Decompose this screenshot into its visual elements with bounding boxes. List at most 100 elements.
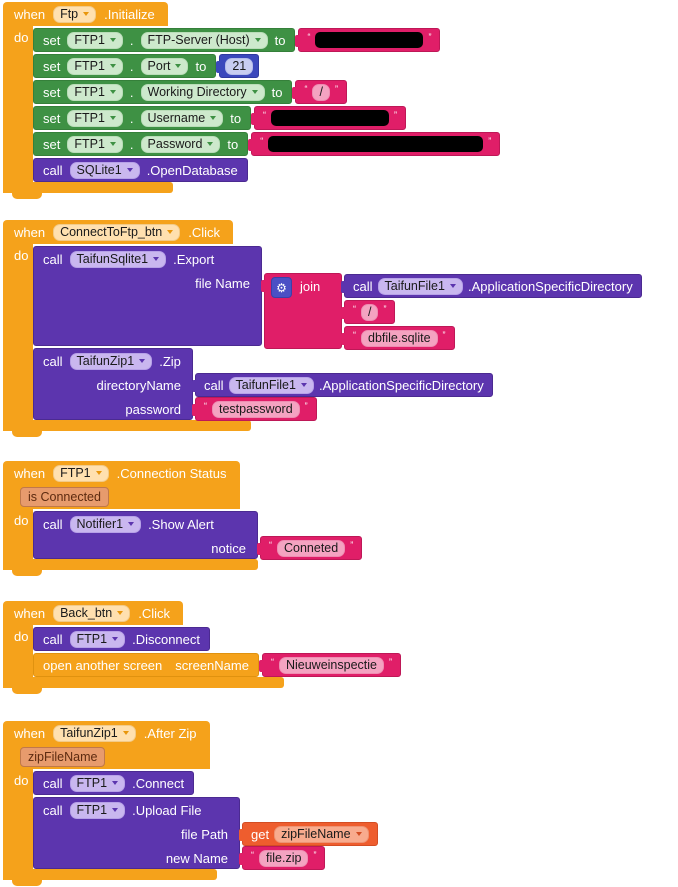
event-param-zipfilename[interactable]: zipFileName bbox=[20, 747, 106, 767]
component-dropdown-label: TaifunFile1 bbox=[384, 279, 445, 293]
join-block[interactable]: ⚙ join call TaifunFile1 .ApplicationSpe bbox=[261, 273, 642, 350]
method-name: .OpenDatabase bbox=[146, 162, 238, 178]
component-dropdown-taifunzip1[interactable]: TaifunZip1 bbox=[53, 724, 136, 742]
text-block-host[interactable]: “ ” bbox=[295, 28, 441, 52]
component-dropdown-notifier1[interactable]: Notifier1 bbox=[69, 515, 142, 533]
to-keyword: to bbox=[230, 110, 242, 126]
component-dropdown-sqlite1[interactable]: SQLite1 bbox=[69, 161, 140, 179]
text-block-password[interactable]: “ ” bbox=[248, 132, 501, 156]
text-block-filezip[interactable]: “ file.zip ” bbox=[238, 846, 326, 870]
event-block-foot-tab bbox=[12, 193, 42, 199]
call-taifunsqlite-export-block[interactable]: call TaifunSqlite1 .Export file Name ⚙ bbox=[33, 246, 642, 350]
call-sqlite-opendatabase-block[interactable]: call SQLite1 .OpenDatabase bbox=[33, 158, 248, 182]
component-dropdown-label: TaifunZip1 bbox=[76, 354, 135, 368]
event-block-header[interactable]: when TaifunZip1 .After Zip zipFileName bbox=[3, 721, 210, 769]
text-input[interactable]: file.zip bbox=[259, 849, 309, 867]
method-name: .ApplicationSpecificDirectory bbox=[467, 278, 633, 294]
event-param-isconnected[interactable]: is Connected bbox=[20, 487, 109, 507]
number-block-port[interactable]: 21 bbox=[216, 54, 260, 78]
property-dropdown-port[interactable]: Port bbox=[140, 57, 189, 75]
component-dropdown-taifunfile1[interactable]: TaifunFile1 bbox=[377, 277, 463, 295]
call-ftp1-disconnect-block[interactable]: call FTP1 .Disconnect bbox=[33, 627, 210, 651]
do-keyword: do bbox=[14, 773, 29, 788]
get-zipfilename-block[interactable]: get zipFileName bbox=[239, 822, 378, 846]
component-dropdown-ftp1[interactable]: FTP1 bbox=[67, 109, 123, 127]
call-ftp1-uploadfile-block[interactable]: call FTP1 .Upload File file Path new Nam… bbox=[33, 797, 378, 870]
property-dropdown-username[interactable]: Username bbox=[140, 109, 224, 127]
set-ftpserver-block[interactable]: set FTP1 . FTP-Server (Host) to bbox=[33, 28, 296, 52]
event-block-header[interactable]: when Ftp .Initialize bbox=[3, 2, 168, 26]
mutator-gear-icon[interactable]: ⚙ bbox=[271, 277, 292, 298]
component-dropdown-ftp1[interactable]: FTP1 bbox=[67, 135, 123, 153]
text-block-testpassword[interactable]: “ testpassword ” bbox=[192, 397, 317, 421]
component-dropdown-label: Ftp bbox=[60, 7, 79, 21]
text-input[interactable]: / bbox=[312, 83, 330, 101]
component-dropdown-ftp1[interactable]: FTP1 bbox=[67, 83, 123, 101]
component-dropdown-taifunsqlite1[interactable]: TaifunSqlite1 bbox=[69, 250, 167, 268]
text-block-working-directory[interactable]: “ / ” bbox=[292, 80, 347, 104]
property-dropdown-password[interactable]: Password bbox=[140, 135, 221, 153]
set-port-block[interactable]: set FTP1 . Port to bbox=[33, 54, 217, 78]
redacted-password-value[interactable] bbox=[268, 136, 484, 152]
call-applicationspecificdirectory-block[interactable]: call TaifunFile1 .ApplicationSpecificDir… bbox=[341, 274, 642, 298]
number-input[interactable]: 21 bbox=[225, 57, 254, 75]
close-quote: ” bbox=[442, 330, 446, 340]
when-ftp-initialize-block[interactable]: when Ftp .Initialize do set FTP1 bbox=[3, 2, 501, 199]
redacted-host-value[interactable] bbox=[315, 32, 424, 48]
text-block-conneted[interactable]: “ Conneted ” bbox=[256, 536, 363, 560]
event-block-header[interactable]: when Back_btn .Click bbox=[3, 601, 183, 625]
to-keyword: to bbox=[195, 58, 207, 74]
call-notifier-showalert-block[interactable]: call Notifier1 .Show Alert notice “ bbox=[33, 511, 363, 560]
open-quote: “ bbox=[353, 330, 356, 340]
open-another-screen-block[interactable]: open another screen screenName bbox=[33, 653, 259, 677]
set-working-directory-block[interactable]: set FTP1 . Working Directory to bbox=[33, 80, 293, 104]
component-dropdown-ftp1[interactable]: FTP1 bbox=[69, 630, 126, 648]
component-dropdown-ftp1[interactable]: FTP1 bbox=[67, 31, 123, 49]
component-dropdown-ftp1[interactable]: FTP1 bbox=[53, 464, 109, 482]
component-dropdown-ftp1[interactable]: FTP1 bbox=[69, 801, 126, 819]
close-quote: ” bbox=[313, 850, 317, 860]
component-dropdown-label: TaifunSqlite1 bbox=[76, 252, 149, 266]
call-applicationspecificdirectory-block[interactable]: call TaifunFile1 .ApplicationSpecificDir… bbox=[192, 373, 493, 397]
text-input[interactable]: Conneted bbox=[277, 539, 346, 557]
component-dropdown-back-btn[interactable]: Back_btn bbox=[53, 604, 131, 622]
text-input[interactable]: testpassword bbox=[212, 400, 300, 418]
component-dropdown-taifunfile1[interactable]: TaifunFile1 bbox=[228, 376, 314, 394]
when-backbtn-click-block[interactable]: when Back_btn .Click do call FTP1 bbox=[3, 601, 401, 694]
property-dropdown-ftp-server-host[interactable]: FTP-Server (Host) bbox=[140, 31, 268, 49]
property-dropdown-working-directory[interactable]: Working Directory bbox=[140, 83, 265, 101]
event-block-header[interactable]: when ConnectToFtp_btn .Click bbox=[3, 220, 234, 244]
text-block-nieuweinspectie[interactable]: “ Nieuweinspectie ” bbox=[258, 653, 401, 677]
set-username-block[interactable]: set FTP1 . Username to bbox=[33, 106, 252, 130]
component-dropdown-ftp1[interactable]: FTP1 bbox=[67, 57, 123, 75]
method-name: .Upload File bbox=[132, 802, 202, 818]
set-password-block[interactable]: set FTP1 . Password to bbox=[33, 132, 249, 156]
text-input[interactable]: dbfile.sqlite bbox=[361, 329, 438, 347]
call-ftp1-connect-block[interactable]: call FTP1 .Connect bbox=[33, 771, 195, 795]
event-block-footer bbox=[3, 677, 284, 688]
text-input[interactable]: / bbox=[361, 303, 379, 321]
text-block-username[interactable]: “ ” bbox=[251, 106, 407, 130]
component-dropdown-ftp[interactable]: Ftp bbox=[53, 5, 97, 23]
component-dropdown-label: ConnectToFtp_btn bbox=[60, 225, 163, 239]
text-input[interactable]: Nieuweinspectie bbox=[278, 656, 384, 674]
dropdown-arrow-icon bbox=[449, 284, 456, 288]
component-dropdown-connecttoftp-btn[interactable]: ConnectToFtp_btn bbox=[53, 223, 181, 241]
when-ftp1-connection-status-block[interactable]: when FTP1 .Connection Status is Connecte… bbox=[3, 461, 363, 576]
when-connecttoftp-click-block[interactable]: when ConnectToFtp_btn .Click do call Ta bbox=[3, 220, 642, 437]
text-block-slash[interactable]: “ / ” bbox=[340, 300, 396, 324]
event-block-header[interactable]: when FTP1 .Connection Status is Connecte… bbox=[3, 461, 240, 509]
param-label-filename: file Name bbox=[195, 275, 250, 291]
variable-dropdown-label: zipFileName bbox=[281, 827, 351, 841]
dropdown-arrow-icon bbox=[109, 38, 116, 42]
event-block-footer bbox=[3, 420, 251, 431]
component-dropdown-ftp1[interactable]: FTP1 bbox=[69, 774, 126, 792]
call-taifunzip-zip-block[interactable]: call TaifunZip1 .Zip directoryName passw… bbox=[33, 348, 493, 421]
component-dropdown-taifunzip1[interactable]: TaifunZip1 bbox=[69, 352, 153, 370]
redacted-username-value[interactable] bbox=[271, 110, 390, 126]
set-keyword: set bbox=[43, 84, 61, 100]
text-block-dbfile[interactable]: “ dbfile.sqlite ” bbox=[341, 326, 455, 350]
when-taifunzip-afterzip-block[interactable]: when TaifunZip1 .After Zip zipFileName d… bbox=[3, 721, 378, 886]
variable-dropdown-zipfilename[interactable]: zipFileName bbox=[274, 825, 369, 843]
